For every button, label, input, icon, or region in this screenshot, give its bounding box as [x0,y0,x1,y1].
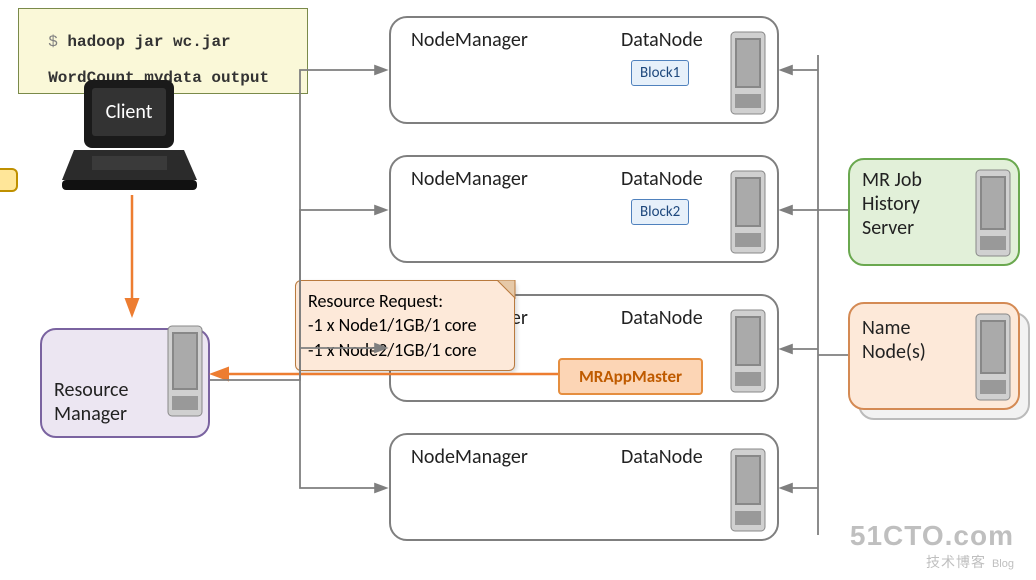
datanode-server-icon [725,306,771,398]
cmd-line-1: hadoop jar wc.jar [67,33,230,51]
rm-server-icon [160,318,210,428]
mr-app-master-label: MRAppMaster [579,366,682,387]
decorative-stub [0,168,18,192]
tooltip-title: Resource Request: [308,289,502,313]
data-node-label: DataNode [621,28,703,52]
datanode-server-icon [725,167,771,259]
tooltip-fold-icon [497,280,517,300]
block-label: Block2 [631,199,689,225]
svg-text:Client: Client [106,100,153,124]
namenode-label: Name Node(s) [862,316,926,364]
prompt-symbol: $ [48,33,58,51]
right-connectors [778,55,858,545]
datanode-server-icon [725,445,771,537]
watermark-line-2: 技术博客 [926,554,986,570]
watermark-line-1: 51CTO.com [850,520,1014,552]
history-server-label: MR Job History Server [862,168,922,240]
watermark-blog: Blog [992,558,1014,570]
node-manager-label: NodeManager [411,445,528,469]
node-box-2: NodeManager DataNode Block2 [389,155,779,263]
tooltip-line-2: -1 x Node2/1GB/1 core [308,338,502,362]
namenode-server-icon [968,308,1018,408]
node-box-1: NodeManager DataNode Block1 [389,16,779,124]
data-node-label: DataNode [621,167,703,191]
datanode-server-icon [725,28,771,120]
watermark: 51CTO.com 技术博客 Blog [850,520,1014,572]
data-node-label: DataNode [621,306,703,330]
resource-request-tooltip: Resource Request: -1 x Node1/1GB/1 core … [295,280,515,371]
client-laptop: Client [62,80,197,200]
resource-manager-label: Resource Manager [54,378,128,426]
node-box-4: NodeManager DataNode [389,433,779,541]
node-manager-label: NodeManager [411,167,528,191]
node-manager-label: NodeManager [411,28,528,52]
tooltip-line-1: -1 x Node1/1GB/1 core [308,313,502,337]
client-to-rm-arrow [122,195,142,323]
block-label: Block1 [631,60,689,86]
data-node-label: DataNode [621,445,703,469]
history-server-icon [968,164,1018,264]
mr-app-master-box: MRAppMaster [558,358,703,395]
